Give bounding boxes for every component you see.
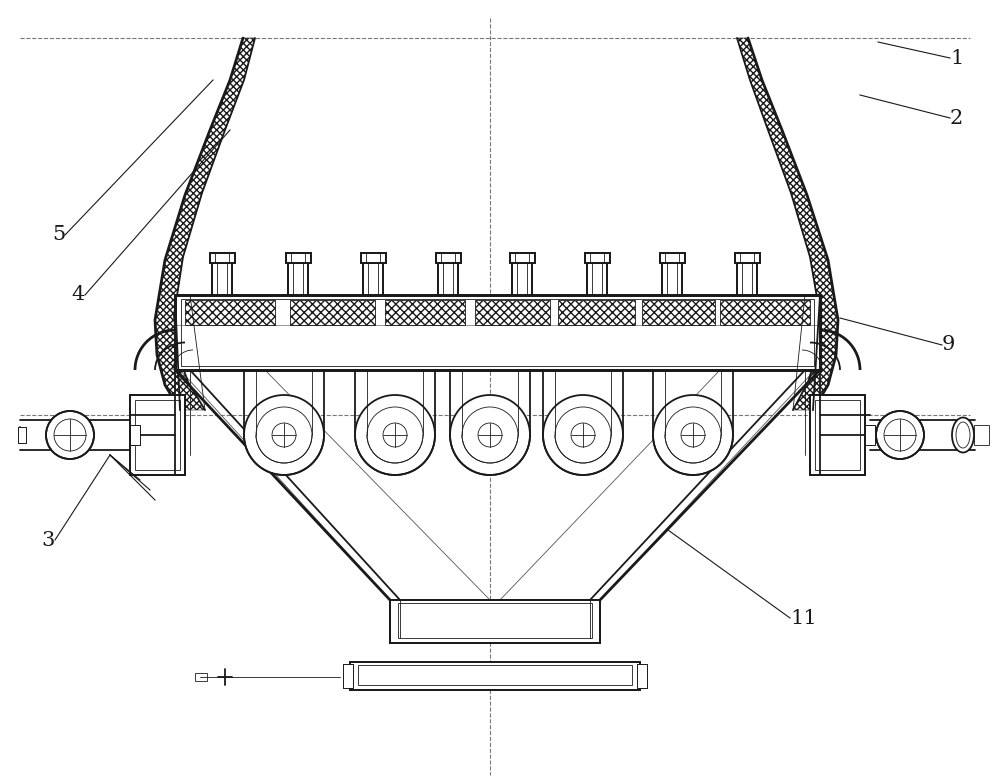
Text: 2: 2 [950, 109, 963, 127]
Bar [662, 263, 682, 295]
Bar [288, 263, 308, 295]
Bar [286, 253, 311, 263]
Bar [637, 664, 647, 688]
Bar [385, 300, 465, 325]
Bar [642, 300, 715, 325]
Circle shape [450, 395, 530, 475]
Bar [181, 299, 814, 366]
Bar [343, 664, 353, 688]
Bar [286, 253, 311, 263]
Bar [343, 664, 353, 688]
Bar [720, 300, 810, 325]
Bar [865, 425, 875, 445]
Bar [558, 300, 635, 325]
Bar [212, 263, 232, 295]
Bar [587, 263, 607, 295]
Bar [974, 425, 989, 445]
Text: 11: 11 [790, 608, 817, 627]
Bar [350, 662, 640, 690]
Bar [510, 253, 535, 263]
Bar [288, 263, 308, 295]
Bar [18, 427, 26, 443]
Bar [810, 395, 865, 475]
Bar [175, 295, 820, 370]
Text: 3: 3 [42, 530, 55, 550]
Bar [363, 263, 383, 295]
Circle shape [543, 395, 623, 475]
Bar [735, 253, 760, 263]
Text: 5: 5 [52, 225, 65, 245]
Bar [398, 603, 592, 638]
Bar [512, 263, 532, 295]
Bar [130, 395, 185, 475]
Bar [361, 253, 386, 263]
Bar [210, 253, 235, 263]
Bar [358, 665, 632, 685]
Bar [175, 295, 820, 370]
Bar [587, 263, 607, 295]
Bar [662, 263, 682, 295]
Bar [363, 263, 383, 295]
Bar [737, 263, 757, 295]
Bar [815, 400, 860, 470]
Bar [585, 253, 610, 263]
Bar [737, 263, 757, 295]
Bar [637, 664, 647, 688]
Bar [810, 395, 865, 475]
Bar [350, 662, 640, 690]
Bar [212, 263, 232, 295]
Bar [512, 263, 532, 295]
Bar [475, 300, 550, 325]
Bar [18, 427, 26, 443]
Bar [585, 253, 610, 263]
Bar [290, 300, 375, 325]
Circle shape [244, 395, 324, 475]
Text: 4: 4 [72, 285, 85, 304]
Bar [510, 253, 535, 263]
Circle shape [355, 395, 435, 475]
Bar [660, 253, 685, 263]
Bar [361, 253, 386, 263]
Circle shape [876, 411, 924, 459]
Circle shape [653, 395, 733, 475]
Text: 9: 9 [942, 335, 955, 354]
Circle shape [46, 411, 94, 459]
Bar [185, 300, 275, 325]
Bar [130, 425, 140, 445]
Bar [436, 253, 461, 263]
Bar [390, 600, 600, 643]
Bar [436, 253, 461, 263]
Text: 1: 1 [950, 48, 963, 67]
Bar [660, 253, 685, 263]
Bar [735, 253, 760, 263]
Bar [390, 600, 600, 643]
Bar [195, 673, 207, 681]
Bar [438, 263, 458, 295]
Bar [130, 425, 140, 445]
Bar [210, 253, 235, 263]
Ellipse shape [952, 418, 974, 453]
Bar [438, 263, 458, 295]
Bar [865, 425, 875, 445]
Bar [130, 395, 185, 475]
Bar [135, 400, 180, 470]
